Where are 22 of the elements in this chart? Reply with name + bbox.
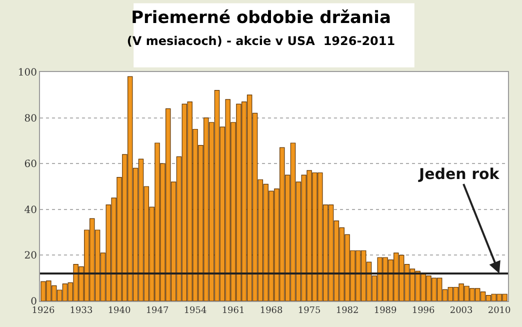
- y-tick-label: 0: [30, 296, 37, 308]
- x-tick-label: 1926: [32, 306, 55, 316]
- chart-title: Priemerné obdobie držania: [131, 8, 391, 28]
- y-tick-label: 80: [24, 113, 37, 124]
- y-tick-label: 40: [24, 204, 37, 216]
- x-tick-label: 1982: [336, 306, 359, 316]
- chart-subtitle: (V mesiacoch) - akcie v USA 1926-2011: [126, 34, 396, 48]
- x-tick-label: 1940: [108, 306, 131, 316]
- annotation: Jeden rok: [418, 165, 500, 183]
- x-tick-label: 1989: [374, 306, 398, 316]
- y-tick-label: 100: [18, 68, 37, 78]
- x-tick-label: 1954: [184, 306, 208, 316]
- x-tick-label: 2003: [450, 306, 474, 316]
- x-tick-label: 1947: [146, 306, 169, 316]
- y-tick-label: 20: [24, 250, 37, 262]
- x-tick-label: 1968: [260, 306, 284, 316]
- y-tick-label: 60: [24, 159, 37, 170]
- x-tick-label: 1975: [298, 306, 322, 316]
- x-tick-label: 1996: [412, 306, 436, 316]
- x-tick-label: 1961: [222, 306, 245, 316]
- x-tick-label: 2010: [488, 306, 512, 316]
- x-tick-label: 1933: [70, 306, 93, 316]
